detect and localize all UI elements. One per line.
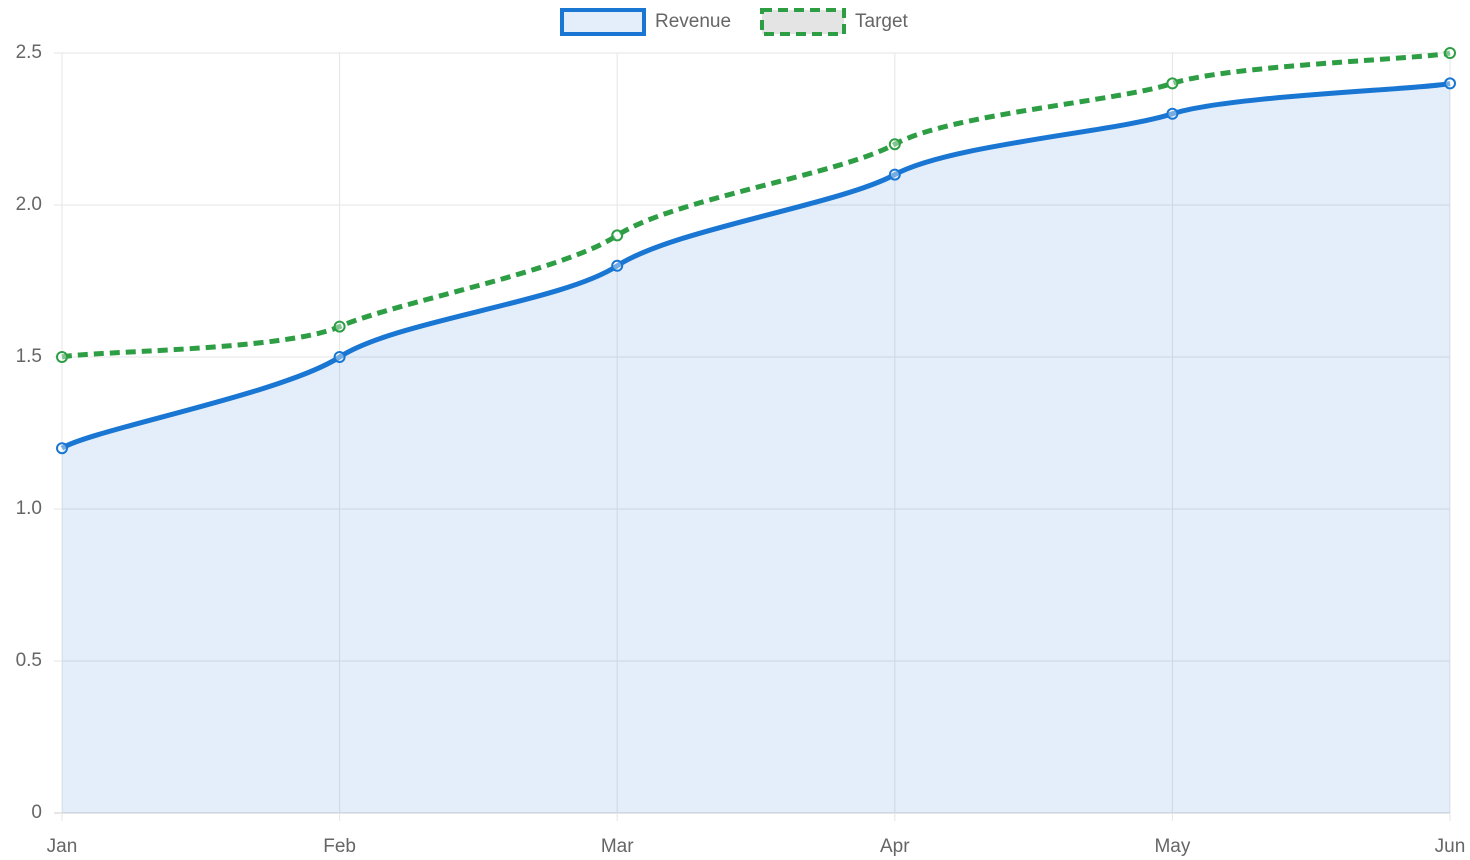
legend-swatch <box>760 8 846 36</box>
point <box>333 351 346 363</box>
y-tick-label: 1.5 <box>16 346 42 367</box>
x-tick-label: May <box>1154 836 1190 857</box>
point <box>611 259 624 272</box>
point <box>56 442 68 455</box>
legend-swatch <box>560 8 646 36</box>
point <box>888 138 901 151</box>
line <box>60 80 1451 451</box>
legend-label: Revenue <box>655 11 731 32</box>
x-tick-label: Mar <box>601 836 634 857</box>
y-tick-label: 0.5 <box>16 650 42 671</box>
y-tick-label: 0 <box>31 802 42 823</box>
line <box>61 50 1451 360</box>
point <box>611 229 624 242</box>
y-tick-label: 1.0 <box>16 498 42 519</box>
x-tick-label: Feb <box>323 836 356 857</box>
y-tick-label: 2.0 <box>16 194 42 215</box>
area <box>62 83 1450 813</box>
y-tick-label: 2.5 <box>16 42 42 63</box>
x-tick-label: Jun <box>1435 836 1466 857</box>
legend-label: Target <box>855 11 909 32</box>
point <box>888 168 901 181</box>
point <box>1444 77 1456 90</box>
point <box>1166 107 1179 120</box>
x-tick-label: Jan <box>47 836 78 857</box>
point <box>1444 47 1456 59</box>
point <box>1166 77 1179 90</box>
x-tick-label: Apr <box>880 836 910 857</box>
point <box>56 351 68 363</box>
point <box>333 320 346 333</box>
